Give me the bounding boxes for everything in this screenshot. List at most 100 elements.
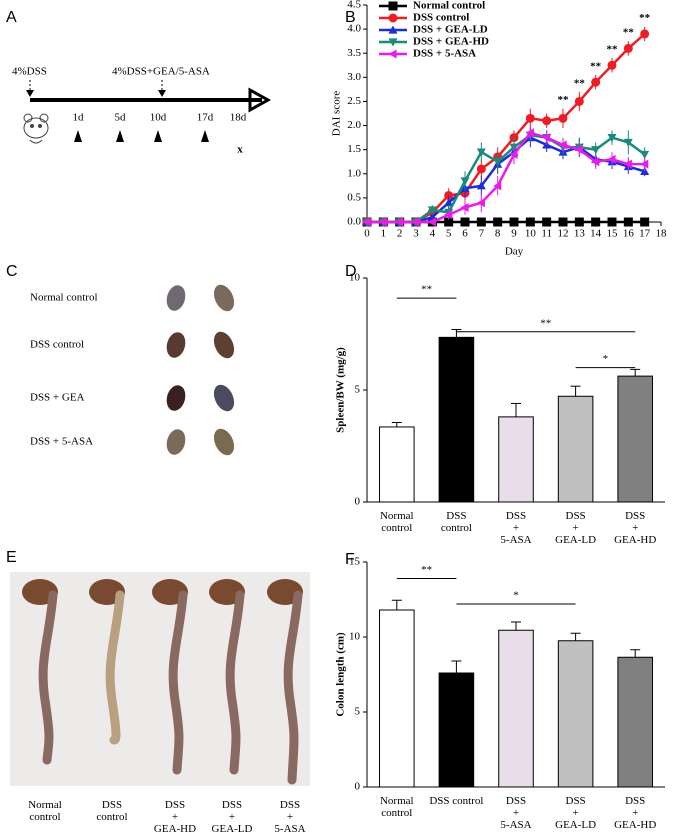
legend-label: DSS control (413, 12, 469, 24)
group-label: DSS + GEA-LD (212, 799, 253, 835)
marker (444, 217, 454, 227)
y-tick-label: 0 (355, 781, 361, 793)
day-label: 17d (197, 112, 214, 124)
marker (493, 181, 502, 191)
group-label: DSS control (96, 799, 127, 823)
mouse-icon (23, 113, 49, 144)
significance-label: * (513, 590, 519, 602)
marker (558, 217, 568, 227)
x-tick-label-line: DSS control (429, 795, 483, 807)
colon-photo (168, 590, 188, 775)
group-label: DSS + GEA (30, 392, 85, 404)
x-tick-label: DSS +5-ASA (500, 795, 531, 831)
x-tick-label: 2 (397, 228, 403, 240)
marker (460, 203, 469, 213)
x-tick-label-line: GEA-LD (555, 819, 596, 831)
x-tick-label: 0 (364, 228, 370, 240)
y-axis-label: Spleen/BW (mg/g) (335, 347, 347, 433)
panel-label: D (345, 263, 357, 280)
x-tick-label-line: DSS (566, 510, 586, 522)
marker (525, 113, 535, 123)
day-label: 18d (230, 112, 247, 124)
significance-label: * (603, 353, 609, 365)
marker (640, 29, 650, 39)
legend-marker (388, 25, 398, 34)
panel-label: B (345, 9, 356, 26)
x-tick-label-line: + (572, 522, 578, 534)
marker (509, 217, 519, 227)
timeline-label: 4%DSS+GEA/5-ASA (112, 66, 210, 78)
spleen-photo (166, 429, 186, 455)
x-tick-label: 13 (574, 228, 586, 240)
arrowhead (158, 90, 166, 97)
x-tick-label: 4 (430, 228, 436, 240)
panel-label: A (6, 9, 17, 26)
group-label: Normal control (30, 292, 98, 304)
x-tick-label-line: 5-ASA (500, 534, 531, 546)
y-tick-label: 2.0 (347, 119, 361, 131)
group-label: DSS control (30, 339, 84, 351)
day-marker (201, 130, 209, 142)
marker (542, 217, 552, 227)
x-tick-label-line: + (513, 807, 519, 819)
y-tick-label: 0.5 (347, 191, 361, 203)
x-tick-label: 14 (590, 228, 602, 240)
y-tick-label: 1.0 (347, 167, 361, 179)
marker (607, 154, 616, 164)
y-axis-label: Colon length (cm) (335, 632, 347, 717)
group-label-line: Normal (28, 799, 62, 811)
marker (591, 217, 601, 227)
legend-label: DSS + GEA-HD (413, 36, 489, 48)
marker (607, 134, 617, 143)
x-tick-label-line: GEA-HD (614, 819, 656, 831)
panel-label: E (6, 549, 17, 566)
x-tick-label-line: GEA-LD (555, 534, 596, 546)
marker (640, 159, 649, 169)
arrowhead (26, 90, 34, 97)
marker (525, 128, 534, 138)
annotation: ** (607, 44, 619, 56)
group-label-line: DSS (102, 799, 122, 811)
marker (640, 217, 650, 227)
x-tick-label-line: + (632, 522, 638, 534)
legend-marker (388, 13, 398, 23)
spleen-photo (166, 385, 186, 411)
day-label: 10d (150, 112, 167, 124)
marker (542, 133, 551, 143)
group-label-line: control (96, 811, 127, 823)
y-tick-label: 10 (349, 631, 361, 643)
x-tick-label: 7 (479, 228, 485, 240)
significance-label: ** (421, 284, 432, 296)
x-tick-label: 1 (381, 228, 387, 240)
significance-label: ** (421, 564, 432, 576)
x-axis-label: Day (505, 246, 524, 258)
bar (379, 609, 415, 788)
group-label: Normal control (28, 799, 62, 823)
x-tick-label: DSS + GEA-HD (614, 795, 656, 831)
arrowhead (248, 87, 272, 113)
marker (427, 217, 436, 227)
marker (378, 217, 387, 227)
marker (460, 177, 470, 186)
group-label: DSS + 5-ASA (30, 436, 93, 448)
group-label: DSS +5-ASA (274, 799, 305, 835)
annotation: ** (574, 77, 586, 89)
marker (411, 217, 420, 227)
y-tick-label: 4.0 (347, 23, 361, 35)
bar (438, 336, 475, 503)
annotation: ** (590, 60, 602, 72)
spleen-photo (213, 428, 235, 456)
x-tick-label-line: DSS (506, 510, 526, 522)
group-label-line: GEA-HD (154, 823, 196, 835)
marker (362, 217, 371, 227)
x-tick-label-line: Normal (380, 510, 414, 522)
x-tick-label-line: GEA-HD (614, 534, 656, 546)
y-tick-label: 15 (349, 556, 361, 568)
marker (591, 157, 600, 167)
timeline-label: 4%DSS (12, 66, 47, 78)
x-tick-label-line: control (441, 522, 472, 534)
x-tick-label: 5 (446, 228, 452, 240)
marker (476, 198, 485, 208)
bar (617, 656, 653, 788)
